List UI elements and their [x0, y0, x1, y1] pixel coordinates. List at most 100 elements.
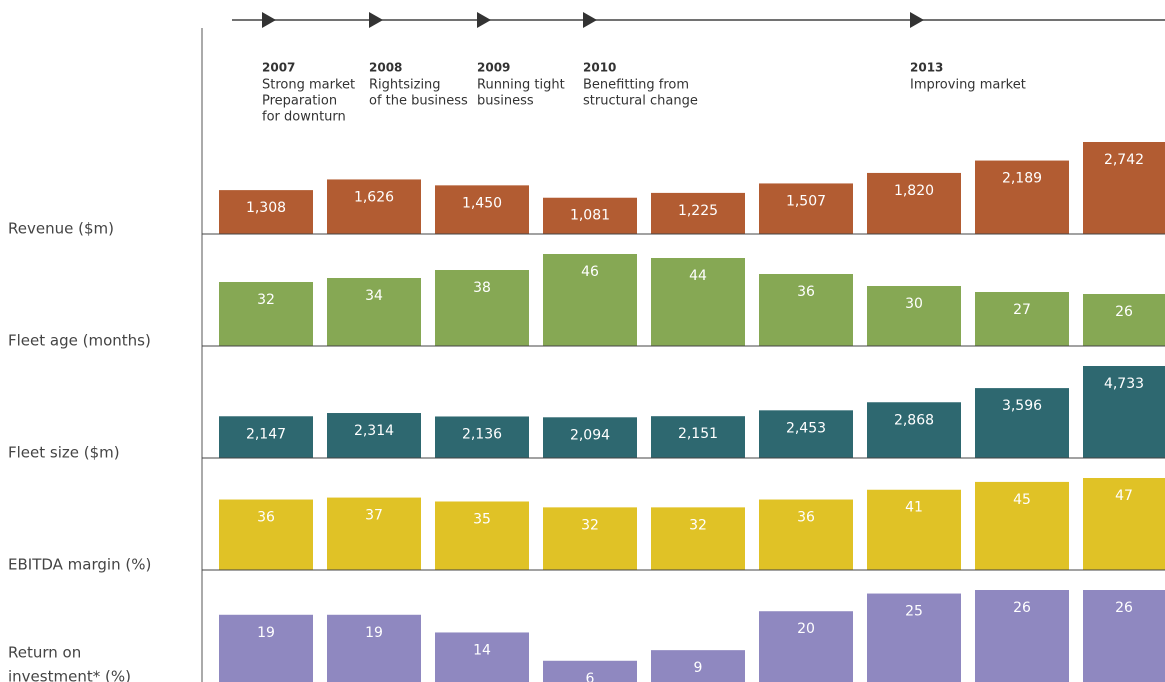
value-label: 2,868 — [894, 412, 934, 428]
row-label: investment* (%) — [8, 668, 131, 682]
value-label: 26 — [1115, 600, 1133, 616]
value-label: 46 — [581, 264, 599, 280]
bar — [867, 172, 961, 234]
bar — [435, 270, 529, 346]
bar — [759, 611, 853, 682]
bar — [651, 192, 745, 234]
bar — [543, 507, 637, 570]
bar — [975, 160, 1069, 234]
bar — [543, 660, 637, 682]
value-label: 45 — [1013, 492, 1031, 508]
timeline-text: Strong market — [262, 78, 355, 93]
bar — [975, 590, 1069, 682]
timeline-text: business — [477, 94, 534, 109]
timeline-arrow — [369, 12, 383, 28]
timeline-year: 2010 — [583, 61, 616, 75]
bar — [867, 593, 961, 682]
timeline-text: of the business — [369, 94, 468, 109]
value-label: 38 — [473, 280, 491, 296]
value-label: 36 — [257, 510, 275, 526]
value-label: 32 — [689, 517, 707, 533]
bar — [651, 507, 745, 570]
value-label: 26 — [1013, 600, 1031, 616]
value-label: 1,308 — [246, 200, 286, 216]
value-label: 41 — [905, 500, 923, 516]
timeline-text: for downturn — [262, 110, 346, 125]
bar — [1083, 294, 1165, 346]
value-label: 3,596 — [1002, 398, 1042, 414]
row-label: Fleet size ($m) — [8, 444, 120, 462]
timeline-text: Improving market — [910, 78, 1026, 93]
timeline-text: Rightsizing — [369, 78, 441, 93]
value-label: 2,314 — [354, 423, 394, 439]
bar — [651, 416, 745, 458]
bar — [219, 614, 313, 682]
bar — [435, 185, 529, 234]
timeline-arrow — [583, 12, 597, 28]
bar — [975, 292, 1069, 346]
bar — [759, 183, 853, 234]
value-label: 2,094 — [570, 427, 610, 443]
bar — [543, 197, 637, 234]
bar — [543, 254, 637, 346]
value-label: 27 — [1013, 302, 1031, 318]
value-label: 25 — [905, 604, 923, 620]
value-label: 44 — [689, 268, 707, 284]
bar — [1083, 142, 1165, 234]
bar — [219, 416, 313, 458]
value-label: 35 — [473, 511, 491, 527]
timeline-arrow — [262, 12, 276, 28]
bar — [759, 274, 853, 346]
bar — [1083, 590, 1165, 682]
timeline-text: Preparation — [262, 94, 337, 109]
value-label: 1,450 — [462, 195, 502, 211]
timeline-year: 2007 — [262, 61, 295, 75]
bar — [651, 258, 745, 346]
bar — [219, 282, 313, 346]
timeline-text: structural change — [583, 94, 698, 109]
bar — [327, 497, 421, 570]
timeline-arrow — [910, 12, 924, 28]
bar — [1083, 366, 1165, 458]
bar — [975, 481, 1069, 570]
value-label: 6 — [586, 671, 595, 682]
bar — [435, 632, 529, 682]
value-label: 2,742 — [1104, 152, 1144, 168]
value-label: 2,147 — [246, 426, 286, 442]
bar — [1083, 478, 1165, 570]
row-label: EBITDA margin (%) — [8, 556, 151, 574]
bar — [867, 286, 961, 346]
timeline-year: 2008 — [369, 61, 402, 75]
value-label: 1,626 — [354, 189, 394, 205]
timeline-year: 2013 — [910, 61, 943, 75]
bar — [219, 190, 313, 234]
value-label: 36 — [797, 510, 815, 526]
value-label: 30 — [905, 296, 923, 312]
bar — [435, 416, 529, 458]
timeline-text: Benefitting from — [583, 78, 689, 93]
value-label: 9 — [694, 660, 703, 676]
value-label: 32 — [257, 292, 275, 308]
value-label: 2,453 — [786, 420, 826, 436]
value-label: 2,151 — [678, 426, 718, 442]
value-label: 26 — [1115, 304, 1133, 320]
timeline-text: Running tight — [477, 78, 565, 93]
timeline-year: 2009 — [477, 61, 510, 75]
bar — [651, 650, 745, 682]
bar — [543, 417, 637, 458]
row-label: Return on — [8, 644, 81, 662]
row-label: Fleet age (months) — [8, 332, 151, 350]
value-label: 19 — [365, 625, 383, 641]
value-label: 2,136 — [462, 426, 502, 442]
bar — [759, 499, 853, 570]
value-label: 37 — [365, 508, 383, 524]
value-label: 20 — [797, 621, 815, 637]
bar — [219, 499, 313, 570]
value-label: 36 — [797, 284, 815, 300]
value-label: 4,733 — [1104, 376, 1144, 392]
value-label: 34 — [365, 288, 383, 304]
row-label: Revenue ($m) — [8, 220, 114, 238]
value-label: 47 — [1115, 488, 1133, 504]
value-label: 14 — [473, 642, 491, 658]
